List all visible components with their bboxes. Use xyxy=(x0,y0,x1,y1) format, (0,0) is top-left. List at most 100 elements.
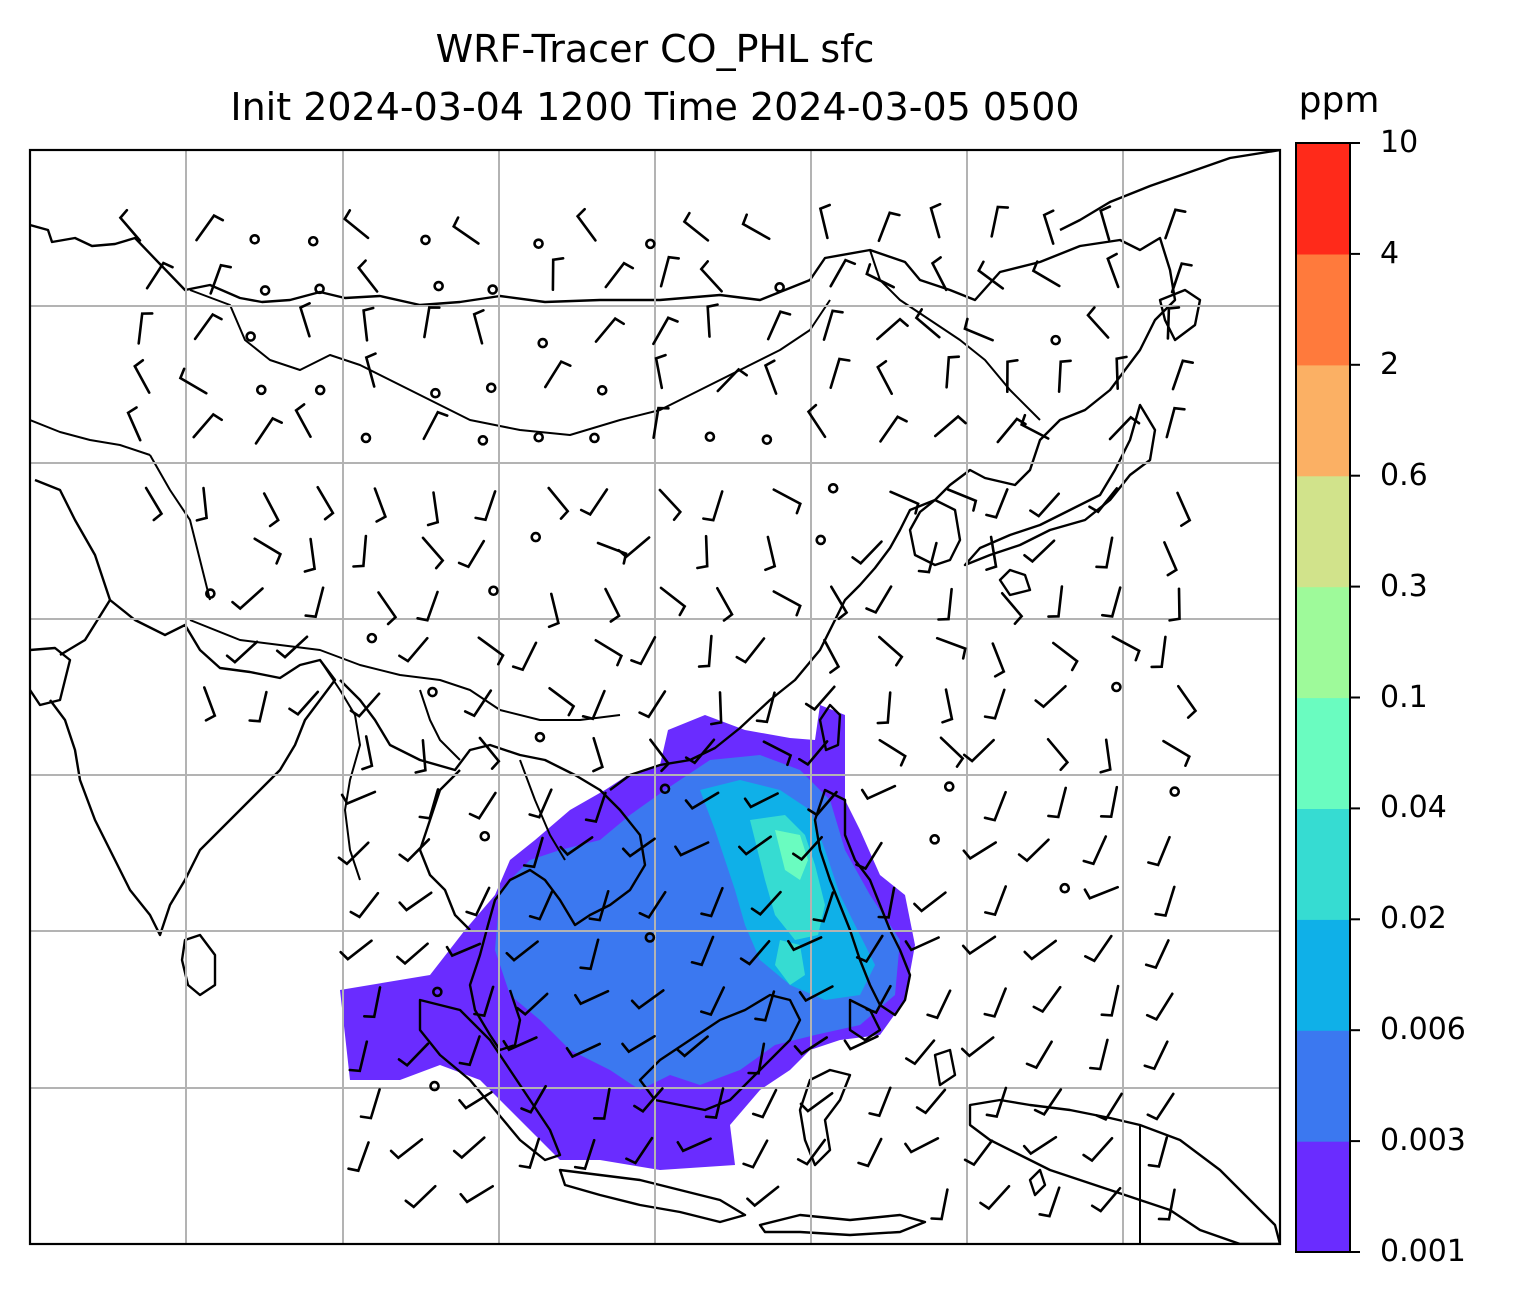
wind-barb xyxy=(937,587,953,621)
wind-barb xyxy=(414,739,427,774)
colorbar-segment xyxy=(1296,808,1350,920)
calm-circle xyxy=(589,432,600,444)
wind-barb xyxy=(1088,487,1119,514)
wind-barb xyxy=(262,492,280,528)
wind-barb xyxy=(594,639,624,667)
wind-barb xyxy=(397,1042,430,1068)
calm-circle xyxy=(205,588,216,599)
wind-barb xyxy=(1034,685,1067,709)
wind-barb xyxy=(904,936,940,952)
wind-barb xyxy=(422,410,449,441)
wind-barb xyxy=(1000,592,1024,625)
wind-barb xyxy=(1165,406,1186,439)
colorbar-segment xyxy=(1296,364,1350,477)
wind-barb xyxy=(979,1184,1011,1211)
wind-barb xyxy=(684,738,716,765)
calm-circle xyxy=(259,285,271,296)
wind-barb xyxy=(798,985,834,1003)
wind-barb xyxy=(373,487,388,523)
wind-barb xyxy=(762,740,793,767)
calm-circle xyxy=(537,337,549,349)
wind-barb xyxy=(649,738,671,773)
wind-barb xyxy=(985,535,998,571)
wind-barb xyxy=(658,488,683,521)
tracer-plume xyxy=(340,705,915,1170)
calm-circles xyxy=(205,233,1181,1092)
wind-barb xyxy=(248,690,268,723)
wind-barb xyxy=(945,355,961,389)
wind-barb xyxy=(1115,355,1128,390)
wind-barb xyxy=(253,537,283,565)
wind-barb xyxy=(1157,1188,1176,1221)
wind-barb xyxy=(465,886,491,917)
calm-circle xyxy=(256,384,267,396)
wind-barb xyxy=(716,586,734,622)
colorbar-segment xyxy=(1296,475,1350,588)
wind-barb xyxy=(941,688,954,724)
wind-barb xyxy=(807,790,838,817)
wind-barb xyxy=(652,406,670,439)
wind-barb xyxy=(547,592,560,629)
wind-barb xyxy=(700,986,726,1017)
wind-barb xyxy=(830,585,849,621)
calm-circle xyxy=(485,382,497,394)
wind-barb xyxy=(1101,586,1122,618)
wind-barb xyxy=(398,891,433,912)
wind-barb xyxy=(516,992,549,1017)
wind-barb xyxy=(738,835,772,856)
wind-barb xyxy=(1025,1040,1053,1070)
wind-barb xyxy=(502,1036,538,1052)
colorbar-tick-label: 0.1 xyxy=(1380,679,1428,715)
colorbar-tick-label: 0.6 xyxy=(1380,457,1428,493)
calm-circle xyxy=(774,282,785,293)
calm-circle xyxy=(432,986,443,998)
wind-barb xyxy=(929,202,942,239)
colorbar-tick-label: 0.006 xyxy=(1380,1012,1466,1048)
wind-barb xyxy=(445,942,482,958)
wind-barb xyxy=(548,687,576,717)
wind-barb xyxy=(1143,1040,1169,1071)
wind-barb xyxy=(877,211,901,243)
wind-barb xyxy=(1083,885,1119,900)
wind-barb xyxy=(359,1088,381,1120)
calm-circle xyxy=(659,783,671,795)
wind-barb xyxy=(418,788,440,820)
calm-circle xyxy=(360,432,372,444)
wind-barb xyxy=(398,838,431,863)
colorbar-segment xyxy=(1296,919,1350,1031)
wind-barb xyxy=(596,541,628,565)
wind-barb xyxy=(126,406,142,442)
colorbar-tick-label: 0.02 xyxy=(1380,901,1447,937)
wind-barb xyxy=(1147,1136,1169,1168)
wind-barb xyxy=(806,403,827,439)
wind-barb xyxy=(914,308,941,339)
calm-circle xyxy=(704,431,716,443)
wind-barb xyxy=(710,691,723,726)
wind-barb xyxy=(398,636,429,663)
wind-barb xyxy=(700,886,724,918)
wind-barb xyxy=(926,989,952,1020)
coastlines xyxy=(30,150,1280,1244)
wind-barb xyxy=(528,890,554,921)
wind-barb xyxy=(746,1185,780,1208)
wind-barb xyxy=(879,415,908,443)
wind-barb xyxy=(843,1035,879,1051)
wind-barb xyxy=(421,536,445,570)
wind-barb xyxy=(1023,939,1057,961)
wind-barb xyxy=(754,990,776,1022)
wind-barb xyxy=(1046,738,1070,772)
wind-barb xyxy=(193,312,223,341)
wind-barb xyxy=(458,1035,481,1067)
wind-barb xyxy=(787,936,823,952)
wind-barb xyxy=(343,209,370,240)
wind-barb xyxy=(275,635,309,659)
wind-barb xyxy=(133,359,151,394)
colorbar-unit: ppm xyxy=(1298,80,1380,121)
wind-barb xyxy=(1084,934,1113,963)
colorbar-tick-label: 0.001 xyxy=(1380,1234,1466,1269)
wind-barb xyxy=(347,1141,370,1173)
wind-barb xyxy=(316,485,335,521)
map-frame xyxy=(28,148,1282,1246)
wind-barb xyxy=(983,790,1007,822)
wind-barb xyxy=(1146,1092,1175,1121)
